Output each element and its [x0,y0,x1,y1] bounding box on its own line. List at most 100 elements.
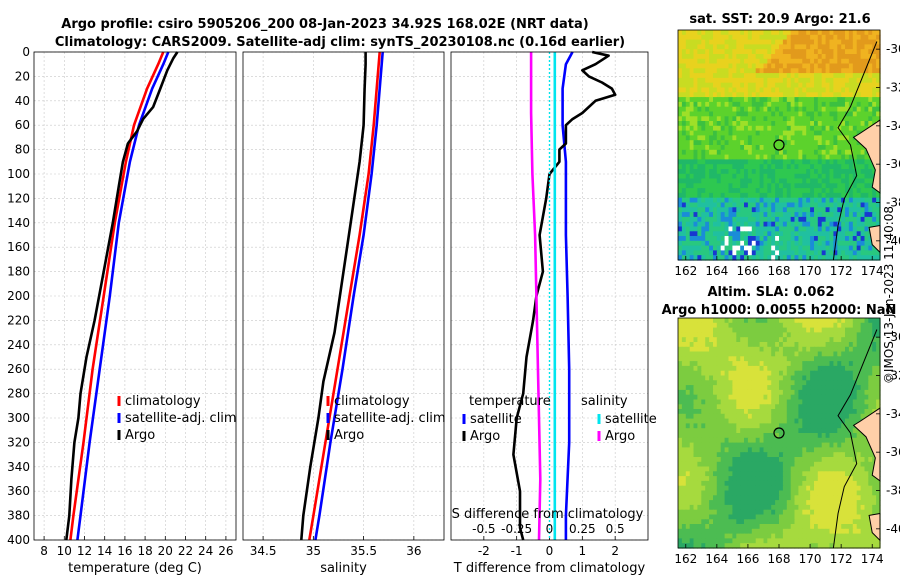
map-cell [759,82,765,89]
map-cell [744,466,749,472]
map-cell [744,504,749,511]
map-cell [716,346,722,353]
map-cell [736,130,741,136]
map-cell [740,125,745,132]
map-cell [806,245,811,251]
land-mass [852,119,881,194]
map-cell [697,77,702,84]
map-cell [755,409,761,415]
map-cell [848,370,854,377]
map-cell [744,480,749,487]
map-cell [759,385,765,391]
map-cell [794,106,799,113]
map-cell [744,500,749,506]
map-cell [728,418,733,424]
map-cell [716,318,722,324]
map-cell [782,385,788,391]
map-cell [716,173,722,180]
map-cell [697,514,702,520]
map-cell [779,30,784,36]
map-cell [825,106,831,113]
map-cell [713,337,718,343]
map-cell [825,30,831,36]
map-cell [724,514,730,520]
map-cell [713,385,718,391]
map-cell [709,140,714,146]
map-cell [860,154,866,160]
map-cell [806,471,811,477]
map-cell [720,178,726,184]
map-cell [779,73,784,79]
map-cell [845,327,850,333]
map-cell [798,327,803,333]
map-cell [860,394,866,401]
map-cell [720,192,726,199]
map-cell [732,73,737,79]
map-cell [775,183,780,189]
map-cell [829,231,834,237]
map-cell [814,495,819,501]
map-cell [848,356,854,362]
map-cell [747,519,753,525]
map-cell [782,130,788,136]
map-cell [814,145,819,151]
map-cell [837,92,842,98]
map-cell [685,509,691,516]
map-cell [751,39,757,45]
map-cell [833,442,838,448]
map-cell [767,490,772,496]
map-cell [685,101,691,108]
map-cell [860,375,866,381]
map-cell [786,164,792,170]
map-cell [744,404,749,410]
map-cell [681,164,687,170]
map-cell [755,514,761,520]
map-cell [685,73,691,79]
map-cell [681,370,687,377]
map-cell [771,231,776,237]
map-cell [716,332,722,338]
map-cell [685,394,691,401]
map-cell [709,476,714,482]
map-cell [751,255,757,261]
depth-tick-label: 20 [15,69,30,83]
map-cell [790,245,796,251]
map-cell [864,519,869,525]
map-cell [697,226,702,232]
map-cell [751,342,757,348]
map-cell [798,92,803,98]
map-cell [852,337,858,343]
map-cell [736,125,741,132]
map-cell [779,457,784,463]
map-cell [852,519,858,525]
map-cell [713,130,718,136]
map-cell [817,145,823,151]
map-cell [841,452,846,458]
map-cell [856,255,862,261]
map-cell [829,226,834,232]
map-cell [837,212,842,218]
map-cell [771,216,776,223]
map-cell [689,337,695,343]
map-cell [713,380,718,386]
map-cell [790,327,796,333]
map-cell [872,197,877,204]
map-cell [786,346,792,353]
map-cell [755,332,761,338]
map-cell [794,370,799,377]
map-cell [775,63,780,69]
map-cell [728,457,733,463]
map-cell [825,514,831,520]
map-cell [794,111,799,117]
map-cell [744,68,749,74]
map-cell [837,409,842,415]
map-cell [728,97,733,103]
map-cell [856,389,862,396]
map-cell [825,130,831,136]
map-cell [740,495,745,501]
map-cell [794,159,799,165]
map-cell [716,212,722,218]
map-cell [689,361,695,367]
map-cell [740,428,745,434]
map-cell [716,111,722,117]
